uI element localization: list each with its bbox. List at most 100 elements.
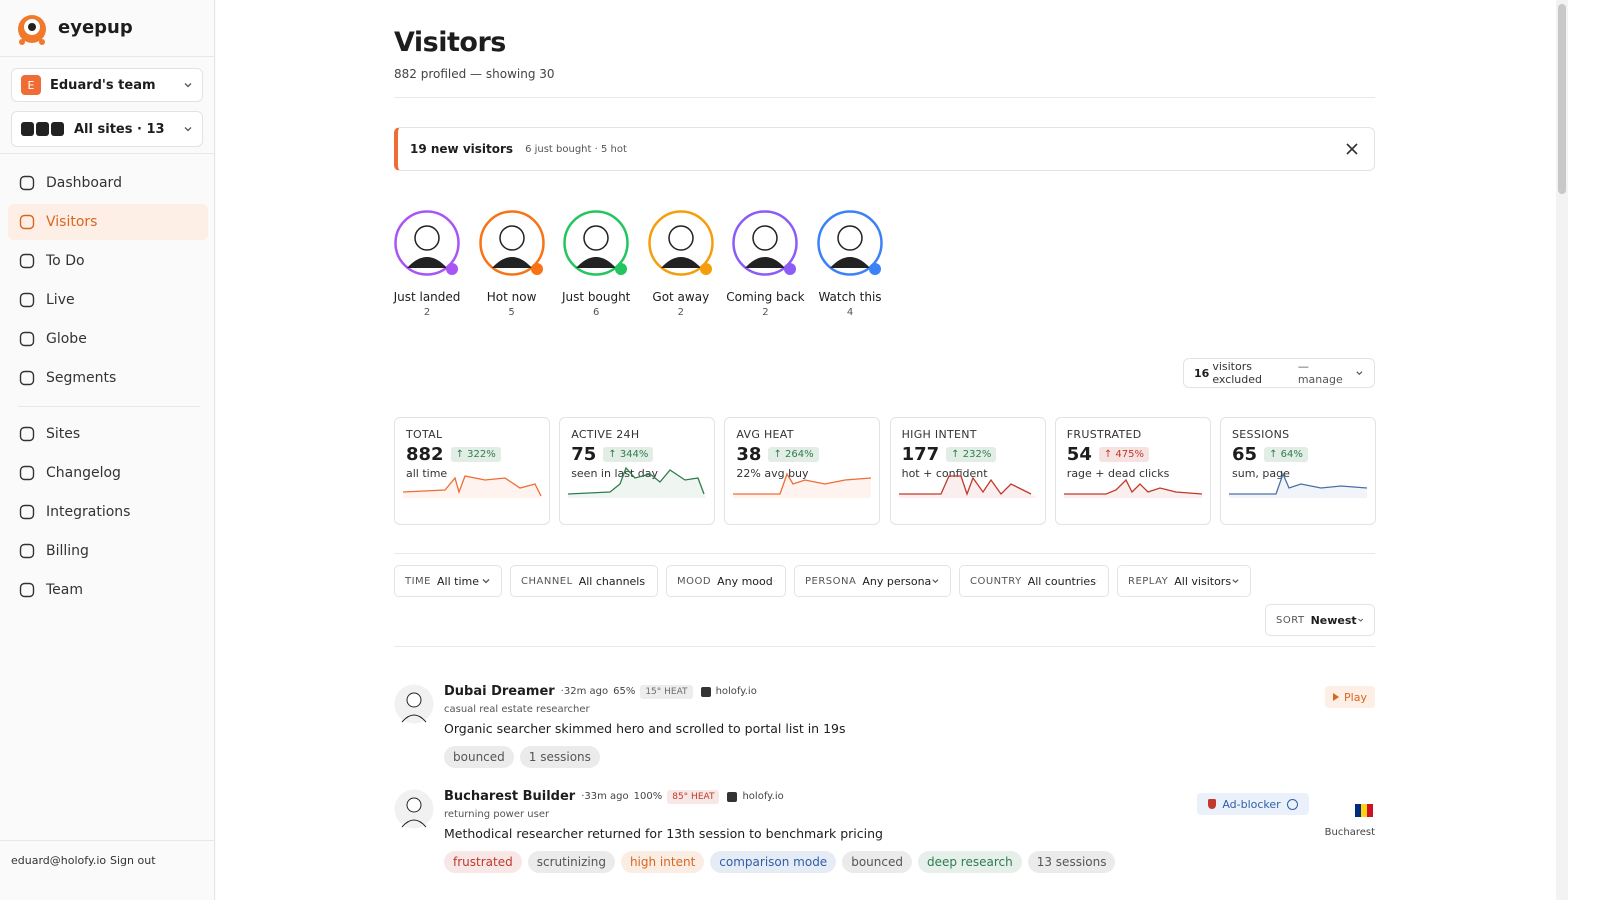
nav-label: Sites bbox=[46, 426, 81, 442]
banner-detail: 6 just bought · 5 hot bbox=[525, 143, 627, 155]
site-icon bbox=[727, 791, 738, 802]
nav-label: Visitors bbox=[46, 214, 98, 230]
stat-change-value: 264% bbox=[785, 449, 814, 460]
nav-item[interactable]: Team bbox=[8, 572, 208, 608]
persona-count: 2 bbox=[677, 307, 684, 318]
nav-label: Live bbox=[46, 292, 75, 308]
tag: high intent bbox=[620, 851, 705, 873]
nav-item[interactable]: Sites bbox=[8, 416, 208, 452]
nav-item[interactable]: Changelog bbox=[8, 455, 208, 491]
stat-card: AVG HEAT 38 ↑ 264% 22% avg buy bbox=[724, 417, 881, 525]
site-select[interactable]: All sites · 13 bbox=[11, 111, 203, 147]
stat-change: ↑ 322% bbox=[450, 447, 501, 462]
avatar-head bbox=[414, 225, 440, 251]
stat-change: ↑ 264% bbox=[768, 447, 819, 462]
nav-label: Billing bbox=[46, 543, 89, 559]
filter[interactable]: REPLAY All visitors bbox=[1117, 565, 1251, 597]
close-button[interactable] bbox=[1346, 143, 1358, 155]
tag: scrutinizing bbox=[527, 851, 615, 873]
sort[interactable]: SORT Newest bbox=[1265, 604, 1375, 636]
persona-count: 5 bbox=[508, 307, 515, 318]
tag: frustrated bbox=[444, 851, 522, 873]
badge-label: Ad-blocker bbox=[1222, 797, 1281, 811]
persona-label: Just bought bbox=[561, 290, 631, 304]
avatar-body bbox=[576, 257, 617, 268]
icon-shape bbox=[19, 370, 35, 386]
stat-label: TOTAL bbox=[406, 428, 443, 441]
visitor-avatar bbox=[394, 684, 434, 724]
caret bbox=[1356, 371, 1363, 376]
stat-value: 177 bbox=[901, 444, 940, 465]
persona-avatar bbox=[394, 210, 460, 276]
persona[interactable]: Just landed 2 bbox=[387, 210, 467, 318]
visitor-avatar bbox=[394, 789, 434, 829]
tag: deep research bbox=[917, 851, 1022, 873]
filter[interactable]: COUNTRY All countries bbox=[959, 565, 1109, 597]
visitor-name: Dubai Dreamer bbox=[444, 684, 555, 699]
nav-item[interactable]: Dashboard bbox=[8, 165, 208, 201]
nav-label: Dashboard bbox=[46, 175, 122, 191]
scroll-thumb[interactable] bbox=[1558, 4, 1566, 194]
persona[interactable]: Just bought 6 bbox=[556, 210, 636, 318]
caret bbox=[1096, 580, 1098, 582]
avatar-head bbox=[583, 225, 609, 251]
sort-value: Newest bbox=[1310, 613, 1357, 627]
persona-avatar bbox=[817, 210, 883, 276]
visitor-site: holofy.io bbox=[742, 791, 784, 802]
team-initial: E bbox=[21, 75, 41, 95]
nav-item[interactable]: To Do bbox=[8, 243, 208, 279]
nav-item[interactable]: Visitors bbox=[8, 204, 208, 240]
visitor-row[interactable]: Bucharest Builder ·33m ago 100% 85° HEAT hol… bbox=[394, 789, 1375, 885]
excluded-button[interactable]: 16 visitors excluded — manage bbox=[1183, 358, 1375, 388]
persona[interactable]: Hot now 5 bbox=[472, 210, 552, 318]
persona[interactable]: Watch this 4 bbox=[810, 210, 890, 318]
nav-label: Segments bbox=[46, 370, 117, 386]
avatar-body bbox=[401, 819, 427, 828]
nav-item[interactable]: Billing bbox=[8, 533, 208, 569]
avatar-badge bbox=[530, 263, 543, 275]
caret bbox=[184, 83, 192, 88]
icon-shape bbox=[19, 175, 35, 191]
visitor-header: Dubai Dreamer ·32m ago 65% 15° HEAT holofy.i… bbox=[444, 684, 757, 699]
caret-path bbox=[1096, 580, 1098, 582]
nav-icon bbox=[19, 582, 35, 598]
stat-label: AVG HEAT bbox=[736, 428, 794, 441]
persona-count: 4 bbox=[846, 307, 854, 318]
nav-item[interactable]: Segments bbox=[8, 360, 208, 396]
stat-card: TOTAL 882 ↑ 322% all time bbox=[394, 417, 550, 525]
play-button[interactable]: Play bbox=[1325, 686, 1375, 708]
sign-out[interactable]: Sign out bbox=[110, 854, 156, 867]
filter-value: All channels bbox=[578, 574, 646, 588]
filter[interactable]: MOOD Any mood bbox=[666, 565, 786, 597]
tag: bounced bbox=[842, 851, 912, 873]
persona-label: Got away bbox=[652, 290, 710, 304]
caret-path bbox=[932, 579, 939, 584]
visitor-summary: Organic searcher skimmed hero and scroll… bbox=[444, 721, 846, 736]
stat-note: rage + dead clicks bbox=[1066, 467, 1170, 480]
nav-item[interactable]: Globe bbox=[8, 321, 208, 357]
persona[interactable]: Coming back 2 bbox=[725, 210, 805, 318]
nav-item[interactable]: Live bbox=[8, 282, 208, 318]
divider bbox=[18, 406, 200, 407]
stat-note: sum, page bbox=[1232, 467, 1290, 480]
tag: comparison mode bbox=[710, 851, 837, 873]
stat-change-value: 232% bbox=[962, 449, 992, 460]
nav-item[interactable]: Integrations bbox=[8, 494, 208, 530]
avatar-body bbox=[745, 257, 786, 268]
brand: eyepup bbox=[58, 17, 133, 38]
visitor-row[interactable]: Dubai Dreamer ·32m ago 65% 15° HEAT holofy.i… bbox=[394, 684, 1375, 780]
heat-badge: 15° HEAT bbox=[640, 684, 693, 699]
team-select[interactable]: E Eduard's team bbox=[11, 68, 203, 102]
stat-label: HIGH INTENT bbox=[901, 428, 977, 441]
stat-change-value: 322% bbox=[467, 449, 496, 460]
filter[interactable]: PERSONA Any persona bbox=[794, 565, 951, 597]
avatar-head bbox=[406, 797, 422, 813]
filter[interactable]: CHANNEL All channels bbox=[510, 565, 658, 597]
filter[interactable]: TIME All time bbox=[394, 565, 502, 597]
filter-label: MOOD bbox=[677, 575, 712, 587]
nav-icon bbox=[19, 370, 35, 386]
persona[interactable]: Got away 2 bbox=[641, 210, 721, 318]
filter-label: TIME bbox=[405, 575, 432, 587]
avatar-body bbox=[660, 257, 701, 268]
